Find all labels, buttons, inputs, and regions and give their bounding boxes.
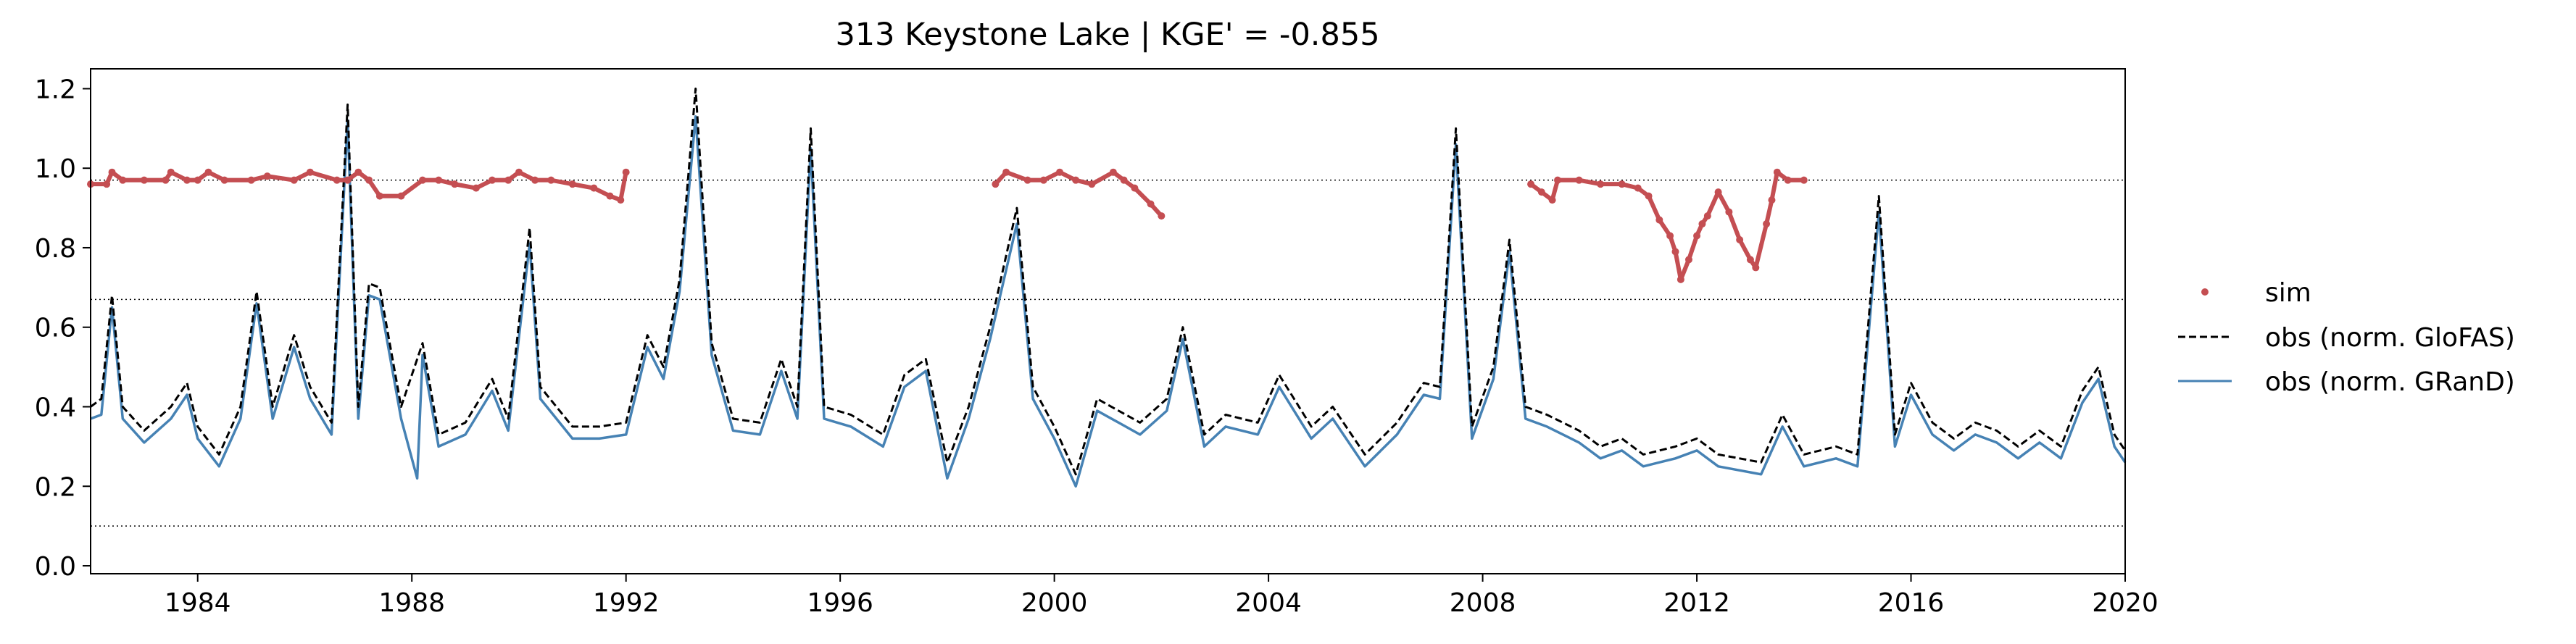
sim-point-segment xyxy=(1529,182,1544,195)
sim-point-segment xyxy=(307,170,339,183)
sim-point-segment xyxy=(452,182,478,191)
sim-point-segment xyxy=(249,174,270,183)
y-tick-label: 0.0 xyxy=(35,552,76,582)
sim-point-segment xyxy=(993,170,1009,187)
sim-point-segment xyxy=(1716,190,1732,214)
sim-point-segment xyxy=(1673,249,1683,282)
sim-point-segment xyxy=(1121,177,1137,191)
sim-point-segment xyxy=(345,170,361,183)
sim-point-segment xyxy=(506,170,521,183)
legend-item: obs (norm. GloFAS) xyxy=(2178,323,2515,353)
y-tick-label: 0.2 xyxy=(35,472,76,502)
sim-point-segment xyxy=(1619,182,1640,191)
sim-point-segment xyxy=(618,170,628,203)
sim-point-segment xyxy=(1668,233,1678,254)
sim-point-segment xyxy=(367,177,382,198)
series-layer xyxy=(87,87,2127,488)
sim-point-segment xyxy=(109,170,125,183)
y-tick-label: 0.8 xyxy=(35,234,76,264)
sim-point-segment xyxy=(356,170,372,183)
sim-point-segment xyxy=(1058,170,1079,183)
sim-point-segment xyxy=(1727,209,1742,242)
sim-point-segment xyxy=(1646,193,1662,222)
x-tick-label: 2020 xyxy=(2092,588,2159,618)
x-tick-label: 2004 xyxy=(1235,588,1302,618)
x-tick-label: 2012 xyxy=(1663,588,1730,618)
series-line-obs-norm-grand- xyxy=(90,115,2127,488)
sim-point-segment xyxy=(291,170,312,183)
x-tick-label: 1988 xyxy=(378,588,445,618)
sim-point-segment xyxy=(1041,170,1063,183)
sim-point-segment xyxy=(1576,177,1603,187)
sim-point-segment xyxy=(1678,257,1691,282)
sim-point-segment xyxy=(1132,185,1153,206)
sim-point-segment xyxy=(516,170,538,183)
x-tick-label: 1984 xyxy=(165,588,231,618)
y-tick-label: 1.0 xyxy=(35,154,76,184)
sim-point-segment xyxy=(570,182,597,191)
x-tick-label: 2000 xyxy=(1021,588,1088,618)
x-tick-label: 2008 xyxy=(1450,588,1516,618)
x-axis: 1984 1988 1992 1996 2000 2004 2008 2012 2016 2020 xyxy=(165,574,2159,618)
y-tick-label: 0.4 xyxy=(35,393,76,422)
sim-point-segment xyxy=(1753,222,1769,270)
sim-point-segment xyxy=(206,170,227,183)
sim-point-segment xyxy=(1148,201,1164,219)
sim-point-segment xyxy=(1657,217,1673,238)
sim-point-segment xyxy=(1705,190,1721,219)
y-tick-label: 0.6 xyxy=(35,314,76,343)
sim-point-segment xyxy=(1004,170,1030,183)
legend-label: sim xyxy=(2265,278,2311,308)
sim-point-segment xyxy=(1550,177,1560,203)
sim-point-segment xyxy=(1774,170,1790,183)
sim-point-segment xyxy=(1089,170,1115,187)
plot-frame xyxy=(90,68,2126,574)
sim-point-segment xyxy=(195,170,211,183)
series-line-obs-norm-glofas- xyxy=(90,87,2127,476)
legend: sim obs (norm. GloFAS) obs (norm. GRanD) xyxy=(2178,278,2515,397)
legend-item: sim xyxy=(2201,278,2311,308)
sim-point-segment xyxy=(591,185,612,198)
sim-point-segment xyxy=(1635,185,1651,198)
y-tick-label: 1.2 xyxy=(35,75,76,104)
sim-point-segment xyxy=(168,170,189,183)
sim-point-segment xyxy=(1737,237,1753,262)
sim-point-segment xyxy=(1769,170,1779,203)
sim-point-segment xyxy=(436,177,457,187)
sim-point-segment xyxy=(399,177,425,198)
sim-point-segment xyxy=(549,177,575,187)
x-tick-label: 1996 xyxy=(807,588,873,618)
sim-point-segment xyxy=(1686,233,1700,262)
sim-point-segment xyxy=(1764,198,1774,227)
x-tick-label: 2016 xyxy=(1878,588,1945,618)
chart-title: 313 Keystone Lake | KGE' = -0.855 xyxy=(835,17,1379,53)
sim-point-segment xyxy=(1073,177,1094,187)
sim-point-segment xyxy=(1695,222,1705,238)
sim-point-segment xyxy=(473,177,495,191)
sim-point-segment xyxy=(265,174,296,183)
legend-label: obs (norm. GRanD) xyxy=(2265,367,2515,397)
legend-item: obs (norm. GRanD) xyxy=(2178,367,2515,397)
sim-point-segment xyxy=(1110,170,1126,183)
series-sim xyxy=(87,168,1808,283)
x-tick-label: 1992 xyxy=(593,588,660,618)
legend-marker xyxy=(2201,288,2209,296)
y-axis: 0.0 0.2 0.4 0.6 0.8 1.0 1.2 xyxy=(35,75,91,582)
legend-label: obs (norm. GloFAS) xyxy=(2265,323,2515,353)
